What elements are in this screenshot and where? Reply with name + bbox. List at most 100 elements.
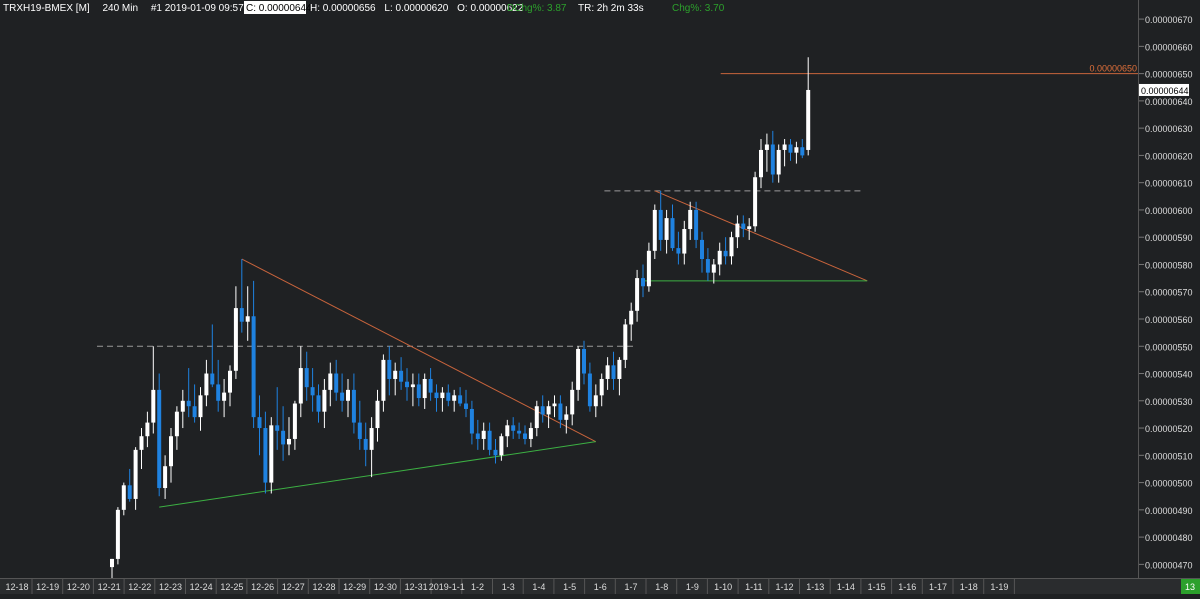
candle-down <box>517 430 522 434</box>
header-close: C: 0.00000644 <box>246 3 312 14</box>
x-axis-ticks: 12-18 12-19 12-20 12-21 12-22 12-23 12-24 12-25… <box>5 578 1015 594</box>
candle-down <box>641 278 645 287</box>
header-high: H: 0.00000656 <box>310 3 376 14</box>
candle-down <box>700 239 704 260</box>
candle-up <box>505 425 510 437</box>
candle-down <box>192 406 197 418</box>
candle-down <box>558 403 563 420</box>
y-tick-label: 0.00000550 <box>1145 342 1193 352</box>
x-tick-label: 12-26 <box>251 582 274 592</box>
x-tick-label: 1-14 <box>837 582 855 592</box>
candle-up <box>121 485 126 510</box>
candle-up <box>133 449 138 499</box>
candle-down <box>257 417 262 429</box>
candle-down <box>216 384 221 401</box>
candle-down <box>275 425 280 431</box>
header-ohl: H: 0.00000656 L: 0.00000620 O: 0.0000062… <box>310 3 524 14</box>
candle-down <box>340 392 345 401</box>
candle-down <box>487 430 492 450</box>
candle-up <box>499 436 504 456</box>
candle-down <box>334 373 339 393</box>
x-tick-label: 12-31 <box>405 582 428 592</box>
candle-up <box>623 324 628 360</box>
candle-up <box>635 278 640 311</box>
candle-up <box>169 436 173 467</box>
bar-count-badge <box>1181 579 1200 594</box>
candle-up <box>369 428 374 450</box>
x-tick-label: 12-25 <box>220 582 243 592</box>
y-tick-label: 0.00000520 <box>1145 424 1193 434</box>
candle-up <box>528 428 533 439</box>
candle-down <box>658 209 663 240</box>
x-tick-label: 12-20 <box>67 582 90 592</box>
x-axis-bar <box>0 578 1200 594</box>
candle-up <box>717 250 722 265</box>
x-tick-label: 1-8 <box>655 582 668 592</box>
candle-down <box>157 389 162 489</box>
y-tick-label: 0.00000530 <box>1145 397 1193 407</box>
x-tick-label: 12-24 <box>190 582 213 592</box>
candle-up <box>292 403 297 439</box>
candle-down <box>611 365 616 379</box>
x-tick-label: 12-22 <box>128 582 151 592</box>
candle-up <box>328 373 333 390</box>
candle-up <box>139 436 144 450</box>
candle-up <box>652 209 657 251</box>
candle-down <box>493 449 498 456</box>
candle-down <box>251 316 256 418</box>
y-tick-label: 0.00000470 <box>1145 560 1193 570</box>
x-tick-label: 1-2 <box>471 582 484 592</box>
candle-down <box>405 381 409 388</box>
candle-down <box>357 422 362 439</box>
candle-down <box>464 403 468 409</box>
candle-down <box>676 248 681 254</box>
candle-up <box>552 403 557 407</box>
candle-down <box>511 425 516 431</box>
current-price-label: 0.00000644 <box>1141 86 1189 96</box>
x-tick-label: 1-4 <box>532 582 545 592</box>
y-tick-label: 0.00000640 <box>1145 97 1193 107</box>
y-tick-label: 0.00000510 <box>1145 451 1193 461</box>
x-tick-label: 1-15 <box>868 582 886 592</box>
candle-down <box>263 428 268 483</box>
y-tick-label: 0.00000540 <box>1145 370 1193 380</box>
candle-up <box>198 395 203 418</box>
candle-down <box>446 392 451 401</box>
x-tick-label: 12-23 <box>159 582 182 592</box>
x-tick-label: 1-16 <box>898 582 916 592</box>
candle-up <box>322 389 327 412</box>
y-tick-label: 0.00000490 <box>1145 506 1193 516</box>
candle-up <box>735 223 740 238</box>
x-tick-label: 1-13 <box>806 582 824 592</box>
x-tick-label: 12-28 <box>312 582 335 592</box>
candle-up <box>794 147 799 153</box>
candle-up <box>233 308 238 371</box>
x-tick-label: 12-18 <box>5 582 28 592</box>
x-tick-label: 1-19 <box>990 582 1008 592</box>
x-tick-label: 1-18 <box>960 582 978 592</box>
candle-up <box>764 144 769 150</box>
candle-down <box>723 250 728 257</box>
candle-down <box>316 395 321 412</box>
y-tick-label: 0.00000650 <box>1145 70 1193 80</box>
candle-down <box>705 259 710 273</box>
candle-up <box>605 365 610 379</box>
candle-down <box>416 384 421 399</box>
candle-down <box>741 223 746 230</box>
x-tick-label: 1-9 <box>686 582 699 592</box>
candle-down <box>587 373 592 407</box>
y-tick-label: 0.00000600 <box>1145 206 1193 216</box>
bar-count-label: 13 <box>1185 582 1195 592</box>
candle-down <box>428 378 433 393</box>
candle-down <box>304 368 309 388</box>
horizontal-level-label: 0.00000650 <box>1089 64 1137 74</box>
y-tick-label: 0.00000590 <box>1145 233 1193 243</box>
candle-up <box>410 384 415 388</box>
candle-up <box>546 406 551 415</box>
header-symbol: TRXH19-BMEX [M] <box>3 3 90 14</box>
candle-up <box>180 400 185 412</box>
candle-up <box>245 316 250 322</box>
x-tick-label: 1-12 <box>775 582 793 592</box>
y-tick-label: 0.00000500 <box>1145 479 1193 489</box>
